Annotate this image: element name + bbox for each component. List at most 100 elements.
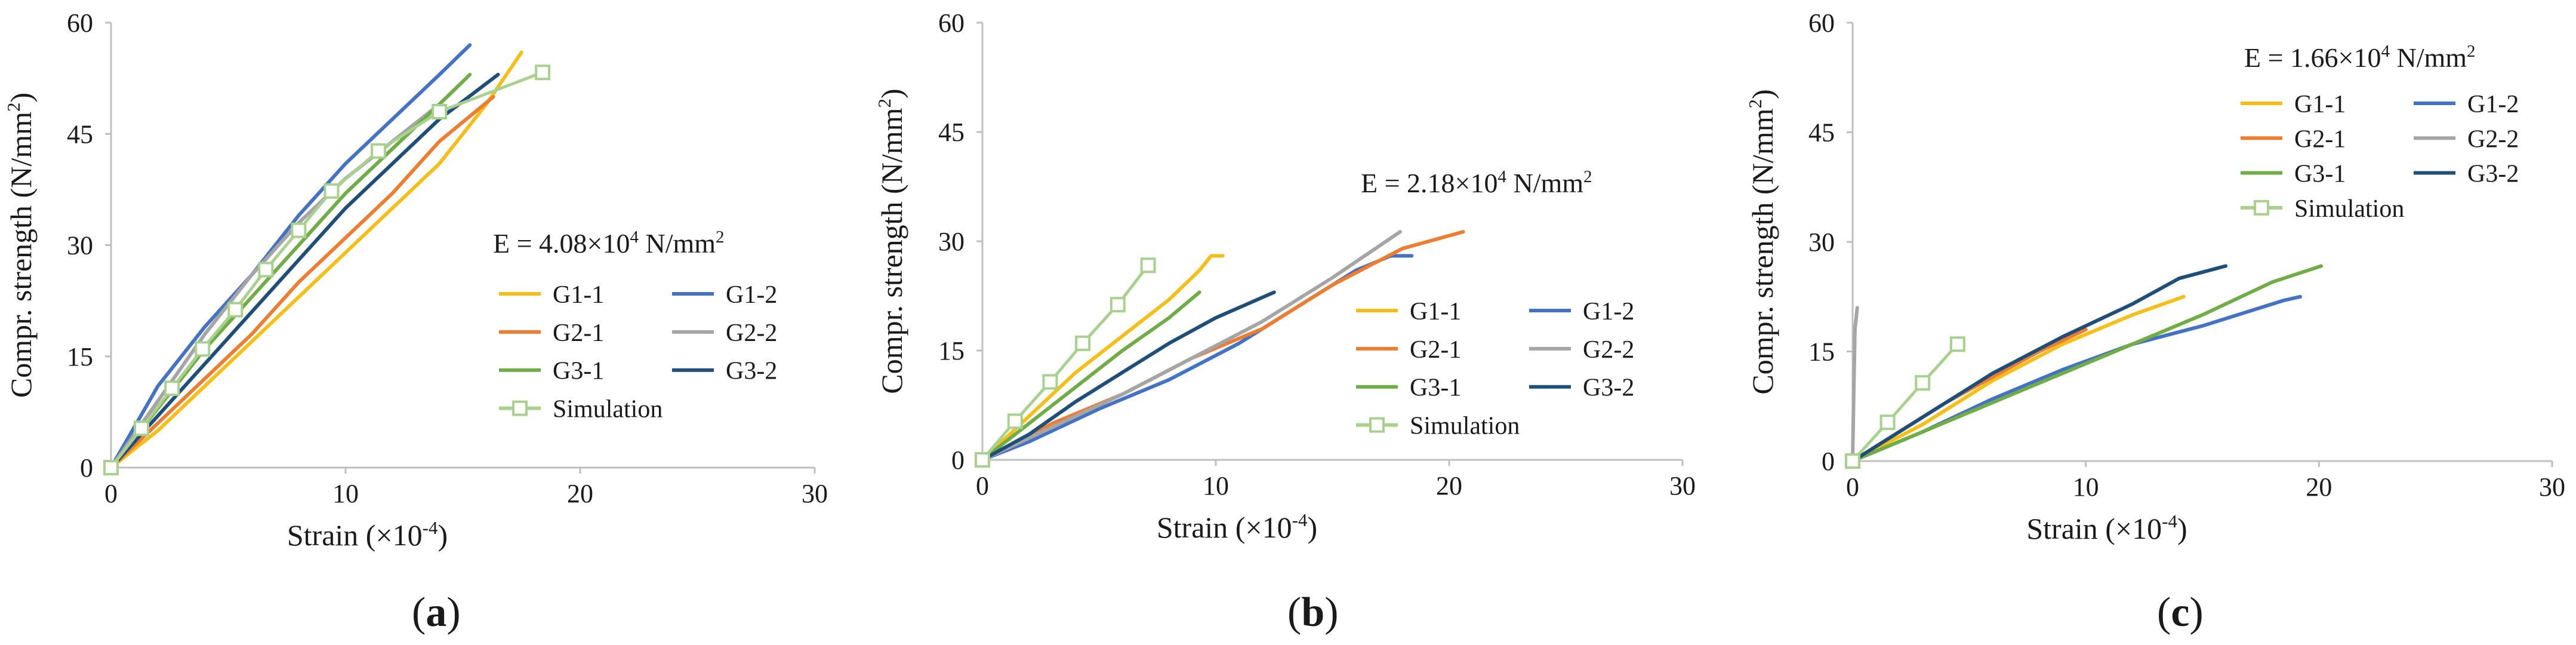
x-tick-label: 10	[332, 479, 359, 508]
series-line-g2-2	[981, 230, 1402, 462]
data-point-simulation	[1949, 336, 1965, 352]
y-tick-label: 0	[80, 453, 93, 483]
chart-panel-a: 0 15 30 45 60 0 10 20 30 Strain (×10-4) Compr. str…	[3, 8, 828, 635]
series-line-simulation	[981, 263, 1150, 462]
series-line-g3-1	[1851, 264, 2324, 463]
data-point-simulation	[1042, 374, 1058, 390]
legend-label-g2-1: G2-1	[2294, 125, 2346, 153]
y-tick-label: 60	[1808, 8, 1835, 38]
y-tick-label: 45	[938, 118, 965, 147]
x-tick-label: 0	[104, 479, 118, 508]
x-tick-label: 30	[802, 479, 828, 508]
y-tick-label: 30	[938, 227, 965, 256]
y-axis-label: Compr. strength (N/mm2)	[1745, 89, 1779, 394]
data-point-simulation	[227, 302, 244, 318]
legend-label-g3-1: G3-1	[553, 358, 604, 385]
series-line-g3-1	[981, 290, 1201, 462]
legend-marker-simulation	[1369, 417, 1385, 433]
x-tick-label: 20	[1436, 471, 1462, 500]
y-tick-label: 45	[1808, 118, 1835, 148]
x-tick-label: 30	[2539, 472, 2565, 502]
x-axis-label: Strain (×10-4)	[287, 517, 448, 552]
legend: G1-1 G1-2 G2-1 G2-2 G3-1 G3-2 Simulation	[2241, 91, 2519, 223]
data-point-simulation	[195, 341, 211, 357]
series-line-g2-2	[1851, 306, 1859, 463]
legend-label-simulation: Simulation	[2294, 195, 2404, 223]
x-axis-label: Strain (×10-4)	[1157, 509, 1317, 544]
legend-label-g2-2: G2-2	[726, 320, 777, 347]
legend-marker-simulation	[2254, 199, 2269, 216]
data-point-simulation	[535, 64, 551, 81]
x-tick-label: 20	[2306, 472, 2332, 502]
y-tick-label: 45	[67, 119, 93, 149]
y-tick-label: 15	[1808, 337, 1835, 367]
data-point-simulation	[1007, 413, 1023, 429]
series-line-g1-1	[109, 50, 523, 469]
legend-label-g1-2: G1-2	[2467, 91, 2519, 118]
series-line-g1-1	[1851, 294, 2186, 463]
data-point-simulation	[134, 420, 150, 437]
legend-label-g3-2: G3-2	[726, 358, 777, 385]
legend-label-g1-1: G1-1	[1410, 298, 1461, 325]
legend-label-g1-1: G1-1	[553, 281, 604, 309]
data-point-simulation	[1140, 257, 1156, 274]
panel-label: (b)	[1287, 589, 1339, 635]
data-point-simulation	[371, 143, 387, 159]
legend-label-g1-2: G1-2	[1583, 298, 1634, 325]
data-point-simulation	[1075, 335, 1091, 351]
legend-label-g2-2: G2-2	[1583, 336, 1634, 364]
legend-label-g3-2: G3-2	[2467, 161, 2519, 188]
legend-label-simulation: Simulation	[1410, 413, 1520, 440]
data-point-simulation	[1845, 453, 1860, 469]
data-point-simulation	[432, 104, 448, 119]
y-tick-label: 15	[67, 342, 93, 371]
modulus-annotation: E = 1.66×104 N/mm2	[2244, 42, 2476, 73]
legend-label-simulation: Simulation	[553, 396, 663, 423]
x-tick-label: 10	[2073, 472, 2099, 502]
panel-label: (a)	[412, 589, 461, 635]
legend-label-g2-1: G2-1	[553, 320, 604, 347]
data-point-simulation	[103, 460, 119, 475]
x-axis-label: Strain (×10-4)	[2026, 511, 2187, 545]
modulus-annotation: E = 2.18×104 N/mm2	[1361, 167, 1592, 198]
series-line-g3-2	[981, 290, 1276, 462]
series-line-g3-2	[1851, 264, 2228, 463]
legend-label-g1-1: G1-1	[2294, 91, 2346, 118]
panel-label: (c)	[2157, 589, 2204, 635]
chart-panel-c: 0 15 30 45 60 0 10 20 30 Strain (×10-4) Compr. str…	[1745, 8, 2565, 635]
data-point-simulation	[1879, 414, 1896, 431]
y-axis-label: Compr. strength (N/mm2)	[3, 93, 38, 398]
legend-label-g3-1: G3-1	[2294, 161, 2346, 188]
data-point-simulation	[1915, 375, 1931, 391]
y-tick-label: 60	[938, 8, 965, 38]
legend-label-g2-2: G2-2	[2467, 125, 2519, 153]
y-tick-label: 60	[67, 8, 93, 38]
data-point-simulation	[258, 262, 274, 278]
legend-label-g3-1: G3-1	[1410, 374, 1461, 402]
series-line-g2-1	[109, 95, 495, 469]
x-tick-label: 0	[1846, 472, 1859, 502]
x-tick-label: 30	[1669, 471, 1696, 500]
x-tick-label: 10	[1203, 471, 1229, 500]
x-tick-label: 20	[567, 479, 593, 508]
legend-label-g1-2: G1-2	[726, 281, 777, 309]
y-tick-label: 30	[67, 231, 93, 260]
data-point-simulation	[164, 380, 180, 397]
modulus-annotation: E = 4.08×104 N/mm2	[493, 228, 725, 259]
series-line-g3-2	[109, 72, 500, 469]
x-tick-label: 0	[976, 471, 989, 500]
y-tick-label: 30	[1808, 228, 1835, 257]
data-point-simulation	[323, 183, 340, 199]
y-tick-label: 0	[951, 446, 965, 475]
y-tick-label: 15	[938, 336, 965, 366]
series-line-g1-2	[109, 43, 472, 469]
y-tick-label: 0	[1822, 447, 1835, 476]
chart-panel-b: 0 15 30 45 60 0 10 20 30 Strain (×10-4) Compr. str…	[874, 8, 1696, 635]
data-point-simulation	[975, 452, 990, 468]
legend-label-g2-1: G2-1	[1410, 336, 1461, 364]
legend: G1-1 G1-2 G2-1 G2-2 G3-1 G3-2 Simulation	[499, 281, 777, 423]
legend-label-g3-2: G3-2	[1583, 374, 1634, 402]
legend-marker-simulation	[512, 400, 528, 416]
data-point-simulation	[1110, 297, 1126, 313]
